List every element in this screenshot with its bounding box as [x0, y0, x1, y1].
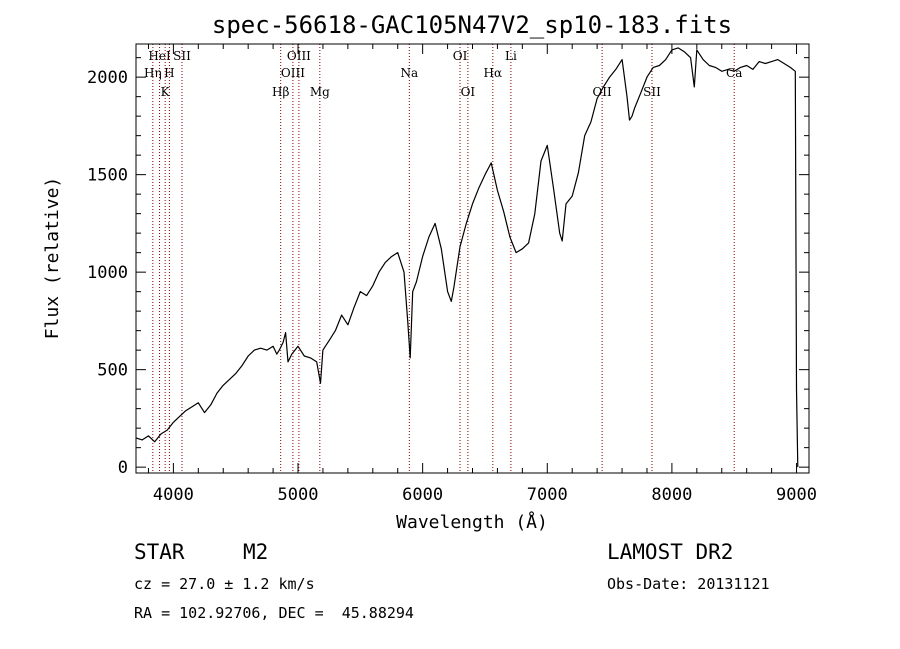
spectral-line-label: OII [592, 85, 612, 99]
survey-name: LAMOST DR2 [607, 540, 734, 564]
spectral-line-label: SII [173, 49, 191, 63]
object-type: STAR [134, 540, 185, 564]
y-tick-label: 2000 [87, 68, 128, 88]
spectral-line-label: OI [461, 85, 476, 99]
spectrum-line [135, 47, 799, 468]
axis-ticks: 4000 5000 6000 7000 8000 9000 0 500 1000 1500 2000 [87, 44, 817, 505]
object-subclass: M2 [243, 540, 269, 564]
x-tick-label: 7000 [527, 485, 568, 505]
spectral-line-label: OIII [281, 66, 305, 80]
spectral-line-label: OI [453, 49, 468, 63]
spectral-line-label: H [164, 66, 174, 80]
observation-date: Obs-Date: 20131121 [607, 575, 770, 593]
x-tick-label: 8000 [651, 485, 692, 505]
sky-coordinates: RA = 102.92706, DEC = 45.88294 [134, 604, 414, 622]
spectral-line-label: Mg [310, 85, 330, 99]
y-tick-label: 1500 [87, 166, 128, 186]
y-tick-label: 0 [118, 458, 128, 478]
spectral-line-label: OIII [287, 49, 311, 63]
y-axis-label: Flux (relative) [42, 177, 63, 340]
spectral-line-label: Hη [144, 66, 162, 80]
y-tick-label: 500 [97, 361, 128, 381]
spectral-line-label: HeI [148, 49, 171, 63]
redshift-cz: cz = 27.0 ± 1.2 km/s [134, 575, 315, 593]
x-tick-label: 6000 [402, 485, 443, 505]
y-tick-label: 1000 [87, 263, 128, 283]
spectral-line-label: Li [505, 49, 517, 63]
x-axis-label: Wavelength (Å) [396, 511, 548, 533]
chart-title: spec-56618-GAC105N47V2_sp10-183.fits [212, 11, 732, 39]
x-tick-label: 5000 [278, 485, 319, 505]
plot-frame [135, 43, 810, 474]
x-tick-label: 9000 [776, 485, 817, 505]
x-tick-label: 4000 [153, 485, 194, 505]
spectral-line-label: Hα [484, 66, 503, 80]
spectral-line-label: Na [400, 66, 418, 80]
spectral-line-label: SII [643, 85, 661, 99]
spectral-line-label: K [161, 85, 171, 99]
spectral-line-label: Hβ [272, 85, 289, 99]
spectrum-series [135, 47, 799, 468]
